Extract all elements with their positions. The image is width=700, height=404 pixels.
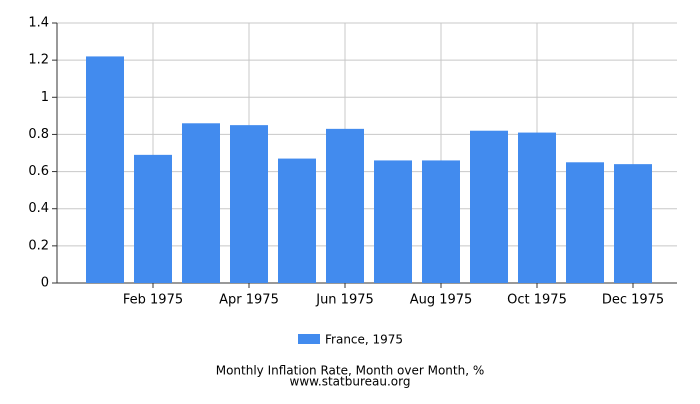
bar (86, 56, 124, 283)
x-tick-label: Oct 1975 (507, 293, 567, 308)
bar (518, 132, 556, 283)
y-tick-label: 1 (41, 90, 49, 105)
bar (566, 162, 604, 283)
bar (470, 130, 508, 283)
bar (182, 123, 220, 284)
x-tick-label: Jun 1975 (315, 293, 374, 308)
y-tick-label: 0 (41, 276, 49, 291)
bar (614, 164, 652, 283)
y-tick-label: 0.4 (28, 201, 49, 216)
x-tick-label: Apr 1975 (219, 293, 279, 308)
bar (278, 158, 316, 283)
y-tick-label: 0.6 (28, 164, 49, 179)
chart-title: Monthly Inflation Rate, Month over Month… (216, 364, 485, 378)
x-tick-label: Dec 1975 (602, 293, 664, 308)
y-tick-label: 1.2 (28, 53, 49, 68)
x-tick-label: Feb 1975 (123, 293, 183, 308)
x-tick-label: Aug 1975 (410, 293, 473, 308)
bar (374, 160, 412, 283)
bar (230, 125, 268, 284)
chart-source: www.statbureau.org (290, 375, 411, 389)
y-tick-label: 0.2 (28, 238, 49, 253)
bar (134, 154, 172, 283)
bar (422, 160, 460, 283)
bar (326, 128, 364, 283)
legend-label: France, 1975 (325, 333, 403, 347)
y-tick-label: 1.4 (28, 16, 49, 31)
y-tick-label: 0.8 (28, 127, 49, 142)
legend-swatch (298, 334, 320, 344)
